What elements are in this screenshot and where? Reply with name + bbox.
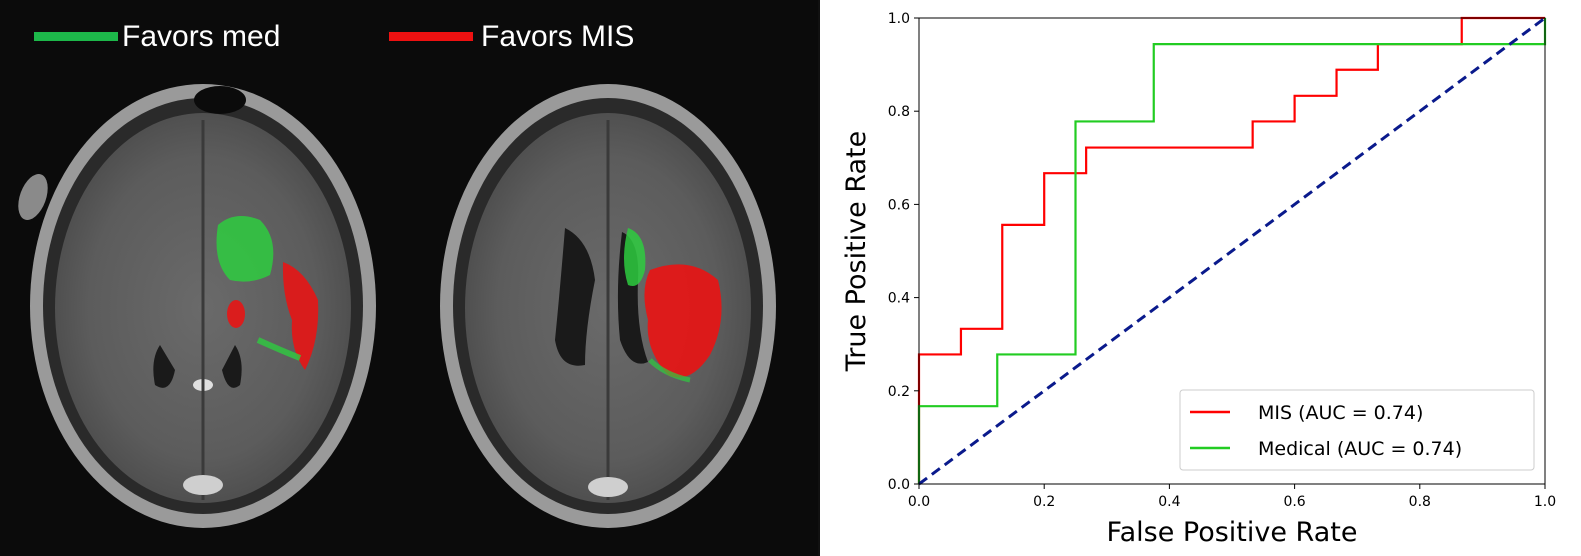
roc-chart-panel: 0.0 0.2 0.4 0.6 0.8 1.0 0.0 0.2 0.4 0.6 0.8 1.0 Fal… xyxy=(820,0,1581,556)
legend-label: Medical (AUC = 0.74) xyxy=(1258,438,1462,460)
x-tick-label: 0.8 xyxy=(1409,494,1431,510)
y-axis-label: True Positive Rate xyxy=(841,131,872,373)
x-tick-label: 0.0 xyxy=(908,494,930,510)
plot-frame xyxy=(918,17,1546,485)
y-tick-label: 0.2 xyxy=(888,384,910,400)
series-line-0 xyxy=(917,16,1545,484)
mri-slice-left xyxy=(18,84,376,528)
y-tick-label: 0.4 xyxy=(888,291,910,307)
x-axis-label: False Positive Rate xyxy=(1107,517,1358,548)
series-line-1 xyxy=(917,18,1547,484)
x-tick-label: 1.0 xyxy=(1534,494,1556,510)
mri-slice-right xyxy=(440,84,776,528)
panel-divider xyxy=(818,0,820,556)
legend-label: MIS (AUC = 0.74) xyxy=(1258,402,1423,424)
favors-med-label: Favors med xyxy=(122,20,281,53)
chart-legend: MIS (AUC = 0.74) Medical (AUC = 0.74) xyxy=(1179,389,1535,471)
y-tick-label: 1.0 xyxy=(888,11,910,27)
x-tick-label: 0.4 xyxy=(1158,494,1180,510)
y-tick-label: 0.0 xyxy=(888,477,910,493)
chance-line xyxy=(918,16,1546,486)
x-tick-label: 0.6 xyxy=(1283,494,1305,510)
favors-mis-label: Favors MIS xyxy=(481,20,635,53)
y-tick-label: 0.8 xyxy=(888,104,910,120)
favors-mis-swatch xyxy=(389,32,473,41)
mri-image-panel: Favors med Favors MIS xyxy=(0,0,818,556)
x-tick-label: 0.2 xyxy=(1033,494,1055,510)
roc-chart: 0.0 0.2 0.4 0.6 0.8 1.0 0.0 0.2 0.4 0.6 0.8 1.0 Fal… xyxy=(841,11,1556,548)
y-tick-label: 0.6 xyxy=(888,197,910,213)
legend-box xyxy=(1179,389,1535,471)
favors-med-swatch xyxy=(34,32,118,41)
mri-brain-images xyxy=(18,84,776,528)
